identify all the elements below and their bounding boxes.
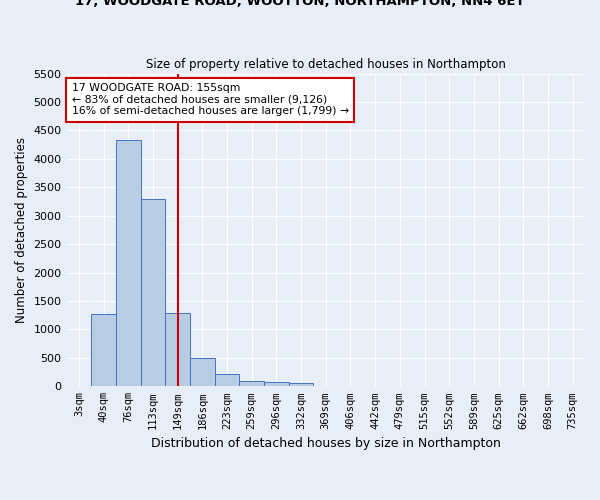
Bar — [165, 313, 190, 386]
Bar — [190, 358, 215, 386]
Title: Size of property relative to detached houses in Northampton: Size of property relative to detached ho… — [146, 58, 506, 71]
Bar — [140, 198, 165, 386]
Bar — [264, 382, 289, 386]
Y-axis label: Number of detached properties: Number of detached properties — [15, 137, 28, 323]
Text: 17 WOODGATE ROAD: 155sqm
← 83% of detached houses are smaller (9,126)
16% of sem: 17 WOODGATE ROAD: 155sqm ← 83% of detach… — [72, 83, 349, 116]
Bar — [215, 374, 239, 386]
X-axis label: Distribution of detached houses by size in Northampton: Distribution of detached houses by size … — [151, 437, 501, 450]
Bar — [239, 381, 264, 386]
Bar — [116, 140, 140, 386]
Text: 17, WOODGATE ROAD, WOOTTON, NORTHAMPTON, NN4 6ET: 17, WOODGATE ROAD, WOOTTON, NORTHAMPTON,… — [75, 0, 525, 8]
Bar — [289, 383, 313, 386]
Bar — [91, 314, 116, 386]
